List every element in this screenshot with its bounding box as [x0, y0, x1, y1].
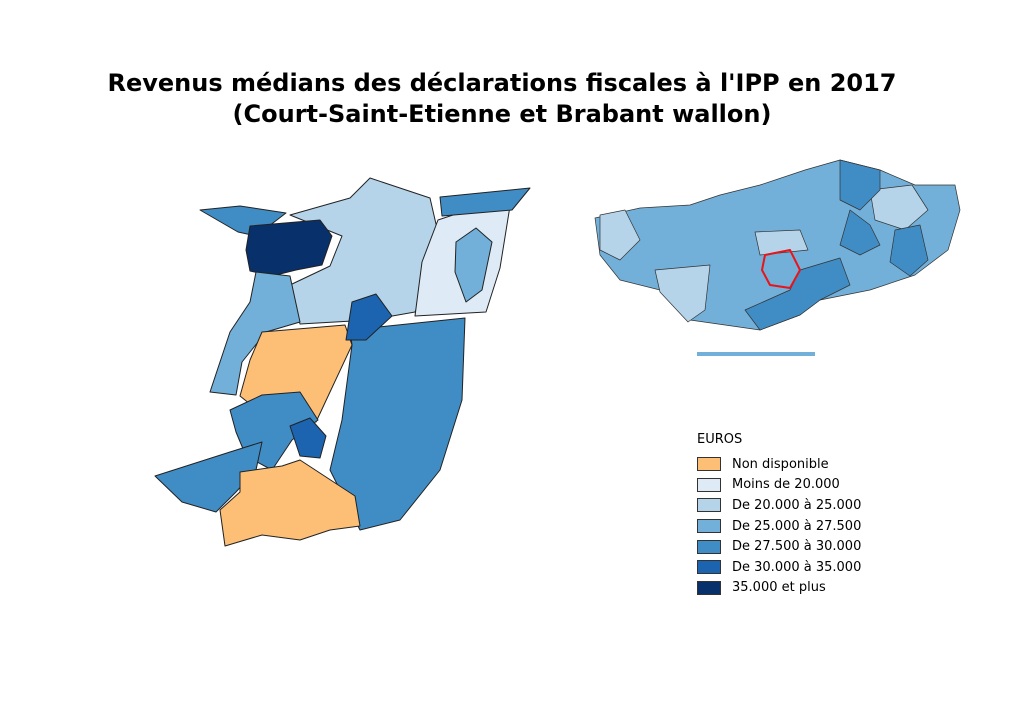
region: [839, 159, 881, 211]
legend-swatch: [697, 457, 721, 472]
region: [209, 271, 301, 396]
region: [219, 459, 361, 547]
title-line: Revenus médians des déclarations fiscale…: [107, 69, 897, 97]
region: [869, 184, 929, 231]
region: [744, 257, 851, 331]
region: [754, 229, 809, 256]
strip: [697, 352, 815, 356]
legend-item: De 30.000 à 35.000: [697, 557, 861, 578]
legend-item: 35.000 et plus: [697, 578, 861, 599]
region: [454, 227, 493, 303]
region: [654, 264, 711, 323]
legend-label: 35.000 et plus: [732, 580, 826, 596]
legend-item: De 20.000 à 25.000: [697, 495, 861, 516]
region: [839, 209, 881, 256]
legend-swatch: [697, 580, 721, 595]
legend-title: EUROS: [697, 432, 743, 447]
legend-label: Moins de 20.000: [732, 477, 840, 493]
legend-item: De 27.500 à 30.000: [697, 536, 861, 557]
legend-label: De 30.000 à 35.000: [732, 559, 862, 575]
region: [329, 317, 466, 531]
local-map: [154, 177, 531, 547]
legend-item: Non disponible: [697, 454, 861, 475]
region: [889, 224, 929, 277]
legend-swatch: [697, 498, 721, 513]
province-map: [594, 159, 961, 356]
legend: EUROS Non disponible Moins de 20.000 De 20…: [697, 432, 861, 598]
region: [289, 417, 327, 459]
legend-label: De 25.000 à 27.500: [732, 518, 862, 534]
region: [345, 293, 393, 341]
legend-item: Moins de 20.000: [697, 475, 861, 496]
region: [439, 187, 531, 217]
region: [245, 219, 333, 277]
legend-label: Non disponible: [732, 456, 829, 472]
map-title: Revenus médians des déclarations fiscale…: [0, 68, 1004, 130]
legend-label: De 27.500 à 30.000: [732, 539, 862, 555]
legend-items: Non disponible Moins de 20.000 De 20.000 à…: [697, 454, 861, 598]
region: [599, 209, 641, 261]
legend-swatch: [697, 539, 721, 554]
legend-label: De 20.000 à 25.000: [732, 497, 862, 513]
legend-swatch: [697, 560, 721, 575]
legend-swatch: [697, 477, 721, 492]
title-line: (Court-Saint-Etienne et Brabant wallon): [232, 100, 772, 128]
legend-swatch: [697, 519, 721, 534]
region: [761, 249, 801, 289]
legend-item: De 25.000 à 27.500: [697, 516, 861, 537]
